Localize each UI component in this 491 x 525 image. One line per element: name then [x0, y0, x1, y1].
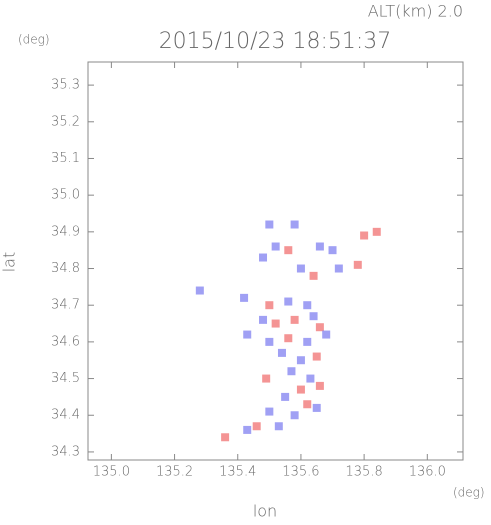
- echo-cell: [353, 260, 362, 269]
- y-tick-label: 35.0: [51, 188, 80, 203]
- echo-cell: [303, 400, 312, 409]
- echo-cell: [328, 246, 337, 255]
- echo-cell: [277, 348, 286, 357]
- echo-cell: [315, 323, 324, 332]
- y-tick-label: 35.2: [51, 114, 80, 129]
- echo-cell: [274, 422, 283, 431]
- echo-cell: [284, 334, 293, 343]
- altitude: ALT(km) 2.0: [368, 2, 463, 21]
- echo-cell: [303, 301, 312, 310]
- echo-cell: [303, 337, 312, 346]
- echo-cell: [312, 403, 321, 412]
- echo-cell: [259, 253, 268, 262]
- echo-cell: [240, 293, 249, 302]
- echo-cell: [195, 286, 204, 295]
- echo-cell: [290, 220, 299, 229]
- echo-cell: [360, 231, 369, 240]
- y-tick-label: 34.9: [51, 224, 80, 239]
- y-tick-label: 35.1: [51, 151, 80, 166]
- echo-cell: [334, 264, 343, 273]
- x-tick-label: 135.8: [346, 465, 383, 480]
- echo-cell: [287, 367, 296, 376]
- x-tick-label: 135.6: [282, 465, 319, 480]
- echo-cell: [252, 422, 261, 431]
- echo-cell: [306, 374, 315, 383]
- echo-cell: [284, 246, 293, 255]
- echo-cell: [315, 242, 324, 251]
- plot-frame: [87, 61, 464, 461]
- echo-cell: [322, 330, 331, 339]
- y-tick-label: 34.6: [51, 334, 80, 349]
- y-axis-label: lat: [0, 252, 19, 273]
- echo-cell: [290, 411, 299, 420]
- echo-cell: [296, 385, 305, 394]
- echo-cell: [271, 242, 280, 251]
- x-tick-label: 136.0: [409, 465, 446, 480]
- echo-cell: [309, 312, 318, 321]
- echo-cell: [290, 315, 299, 324]
- x-tick-label: 135.4: [219, 465, 256, 480]
- chart-title: 2015/10/23 18:51:37: [159, 29, 392, 54]
- echo-cell: [265, 337, 274, 346]
- echo-cell: [271, 319, 280, 328]
- echo-cell: [265, 407, 274, 416]
- echo-cell: [309, 271, 318, 280]
- y-tick-label: 34.8: [51, 261, 80, 276]
- y-tick-label: 34.4: [51, 408, 80, 423]
- echo-cell: [262, 374, 271, 383]
- echo-cell: [281, 392, 290, 401]
- x-tick-label: 135.2: [156, 465, 193, 480]
- y-tick-label: 34.7: [51, 298, 80, 313]
- echo-cell: [284, 297, 293, 306]
- echo-cell: [296, 264, 305, 273]
- echo-cell: [221, 433, 230, 442]
- echo-cell: [312, 352, 321, 361]
- y-tick-label: 34.3: [51, 444, 80, 459]
- x-axis-label: lon: [253, 502, 277, 521]
- x-tick-label: 135.0: [93, 465, 130, 480]
- echo-cell: [243, 425, 252, 434]
- echo-cell: [259, 315, 268, 324]
- y-unit: (deg): [18, 33, 50, 47]
- echo-cell: [315, 381, 324, 390]
- echo-cell: [265, 301, 274, 310]
- x-unit: (deg): [453, 486, 485, 500]
- echo-cell: [296, 356, 305, 365]
- echo-cell: [265, 220, 274, 229]
- echo-cell: [243, 330, 252, 339]
- echo-cell: [372, 227, 381, 236]
- y-tick-label: 35.3: [51, 78, 80, 93]
- y-tick-label: 34.5: [51, 371, 80, 386]
